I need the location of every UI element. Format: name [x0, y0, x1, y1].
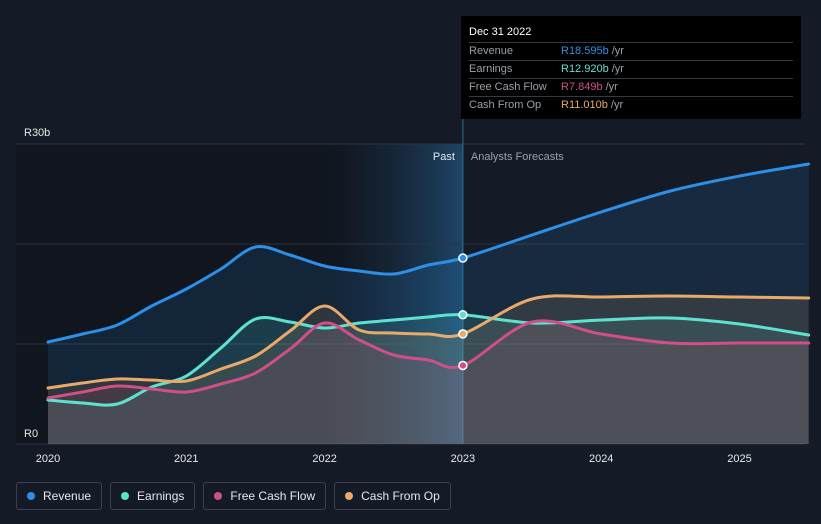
tooltip-label: Free Cash Flow	[469, 81, 547, 93]
tooltip-unit: /yr	[610, 99, 624, 111]
x-tick-label: 2021	[174, 453, 198, 465]
tooltip-value: R7.849b	[561, 81, 603, 93]
x-tick-label: 2025	[727, 453, 751, 465]
legend-item-free-cash-flow[interactable]: Free Cash Flow	[203, 482, 327, 510]
legend-label: Earnings	[137, 489, 185, 503]
cash-from-op-line	[46, 294, 811, 390]
x-tick-label: 2020	[36, 453, 60, 465]
legend-label: Cash From Op	[361, 489, 440, 503]
legend-dot-icon	[214, 492, 223, 500]
tooltip-value: R11.010b	[561, 99, 608, 111]
earnings-line	[46, 313, 811, 407]
tooltip-row-free-cash-flow: Free Cash Flow R7.849b /yr	[469, 78, 793, 96]
legend-dot-icon	[121, 492, 130, 500]
tooltip-value: R12.920b	[561, 63, 609, 75]
earnings-marker	[458, 310, 468, 320]
tooltip-row-revenue: Revenue R18.595b /yr	[469, 42, 793, 60]
legend-item-cash-from-op[interactable]: Cash From Op	[334, 482, 451, 510]
tooltip-unit: /yr	[605, 81, 618, 93]
cash-from-op-area	[48, 295, 809, 444]
last-year-highlight	[324, 144, 463, 444]
free-cash-flow-line	[46, 319, 811, 400]
tooltip-row-cash-from-op: Cash From Op R11.010b /yr	[469, 96, 793, 114]
earnings-area	[48, 314, 809, 444]
past-label: Past	[433, 151, 455, 163]
free-cash-flow-area	[48, 320, 809, 444]
legend-item-revenue[interactable]: Revenue	[16, 482, 103, 510]
x-tick-label: 2023	[451, 453, 475, 465]
x-tick-label: 2022	[312, 453, 336, 465]
legend-label: Free Cash Flow	[230, 489, 316, 503]
tooltip: Dec 31 2022 Revenue R18.595b /yr Earning…	[461, 16, 801, 119]
tooltip-label: Earnings	[469, 63, 513, 75]
tooltip-value: R18.595b	[561, 45, 609, 57]
tooltip-date: Dec 31 2022	[469, 26, 532, 38]
forecast-label: Analysts Forecasts	[471, 151, 564, 163]
y-axis-max-label: R30b	[24, 127, 50, 139]
legend-item-earnings[interactable]: Earnings	[110, 482, 196, 510]
revenue-marker	[458, 253, 468, 263]
cash-from-op-marker	[458, 329, 468, 339]
legend-dot-icon	[27, 492, 35, 500]
revenue-line	[46, 162, 811, 344]
legend-dot-icon	[345, 492, 354, 500]
tooltip-unit: /yr	[611, 45, 624, 57]
tooltip-label: Revenue	[469, 45, 514, 57]
legend-label: Revenue	[43, 489, 92, 503]
legend: Revenue Earnings Free Cash Flow Cash Fro…	[16, 482, 451, 510]
x-tick-label: 2024	[589, 453, 613, 465]
revenue-area	[48, 164, 809, 444]
tooltip-row-earnings: Earnings R12.920b /yr	[469, 60, 793, 78]
free-cash-flow-marker	[458, 360, 468, 371]
tooltip-unit: /yr	[611, 63, 624, 75]
y-axis-min-label: R0	[24, 428, 38, 440]
tooltip-label: Cash From Op	[469, 99, 542, 111]
